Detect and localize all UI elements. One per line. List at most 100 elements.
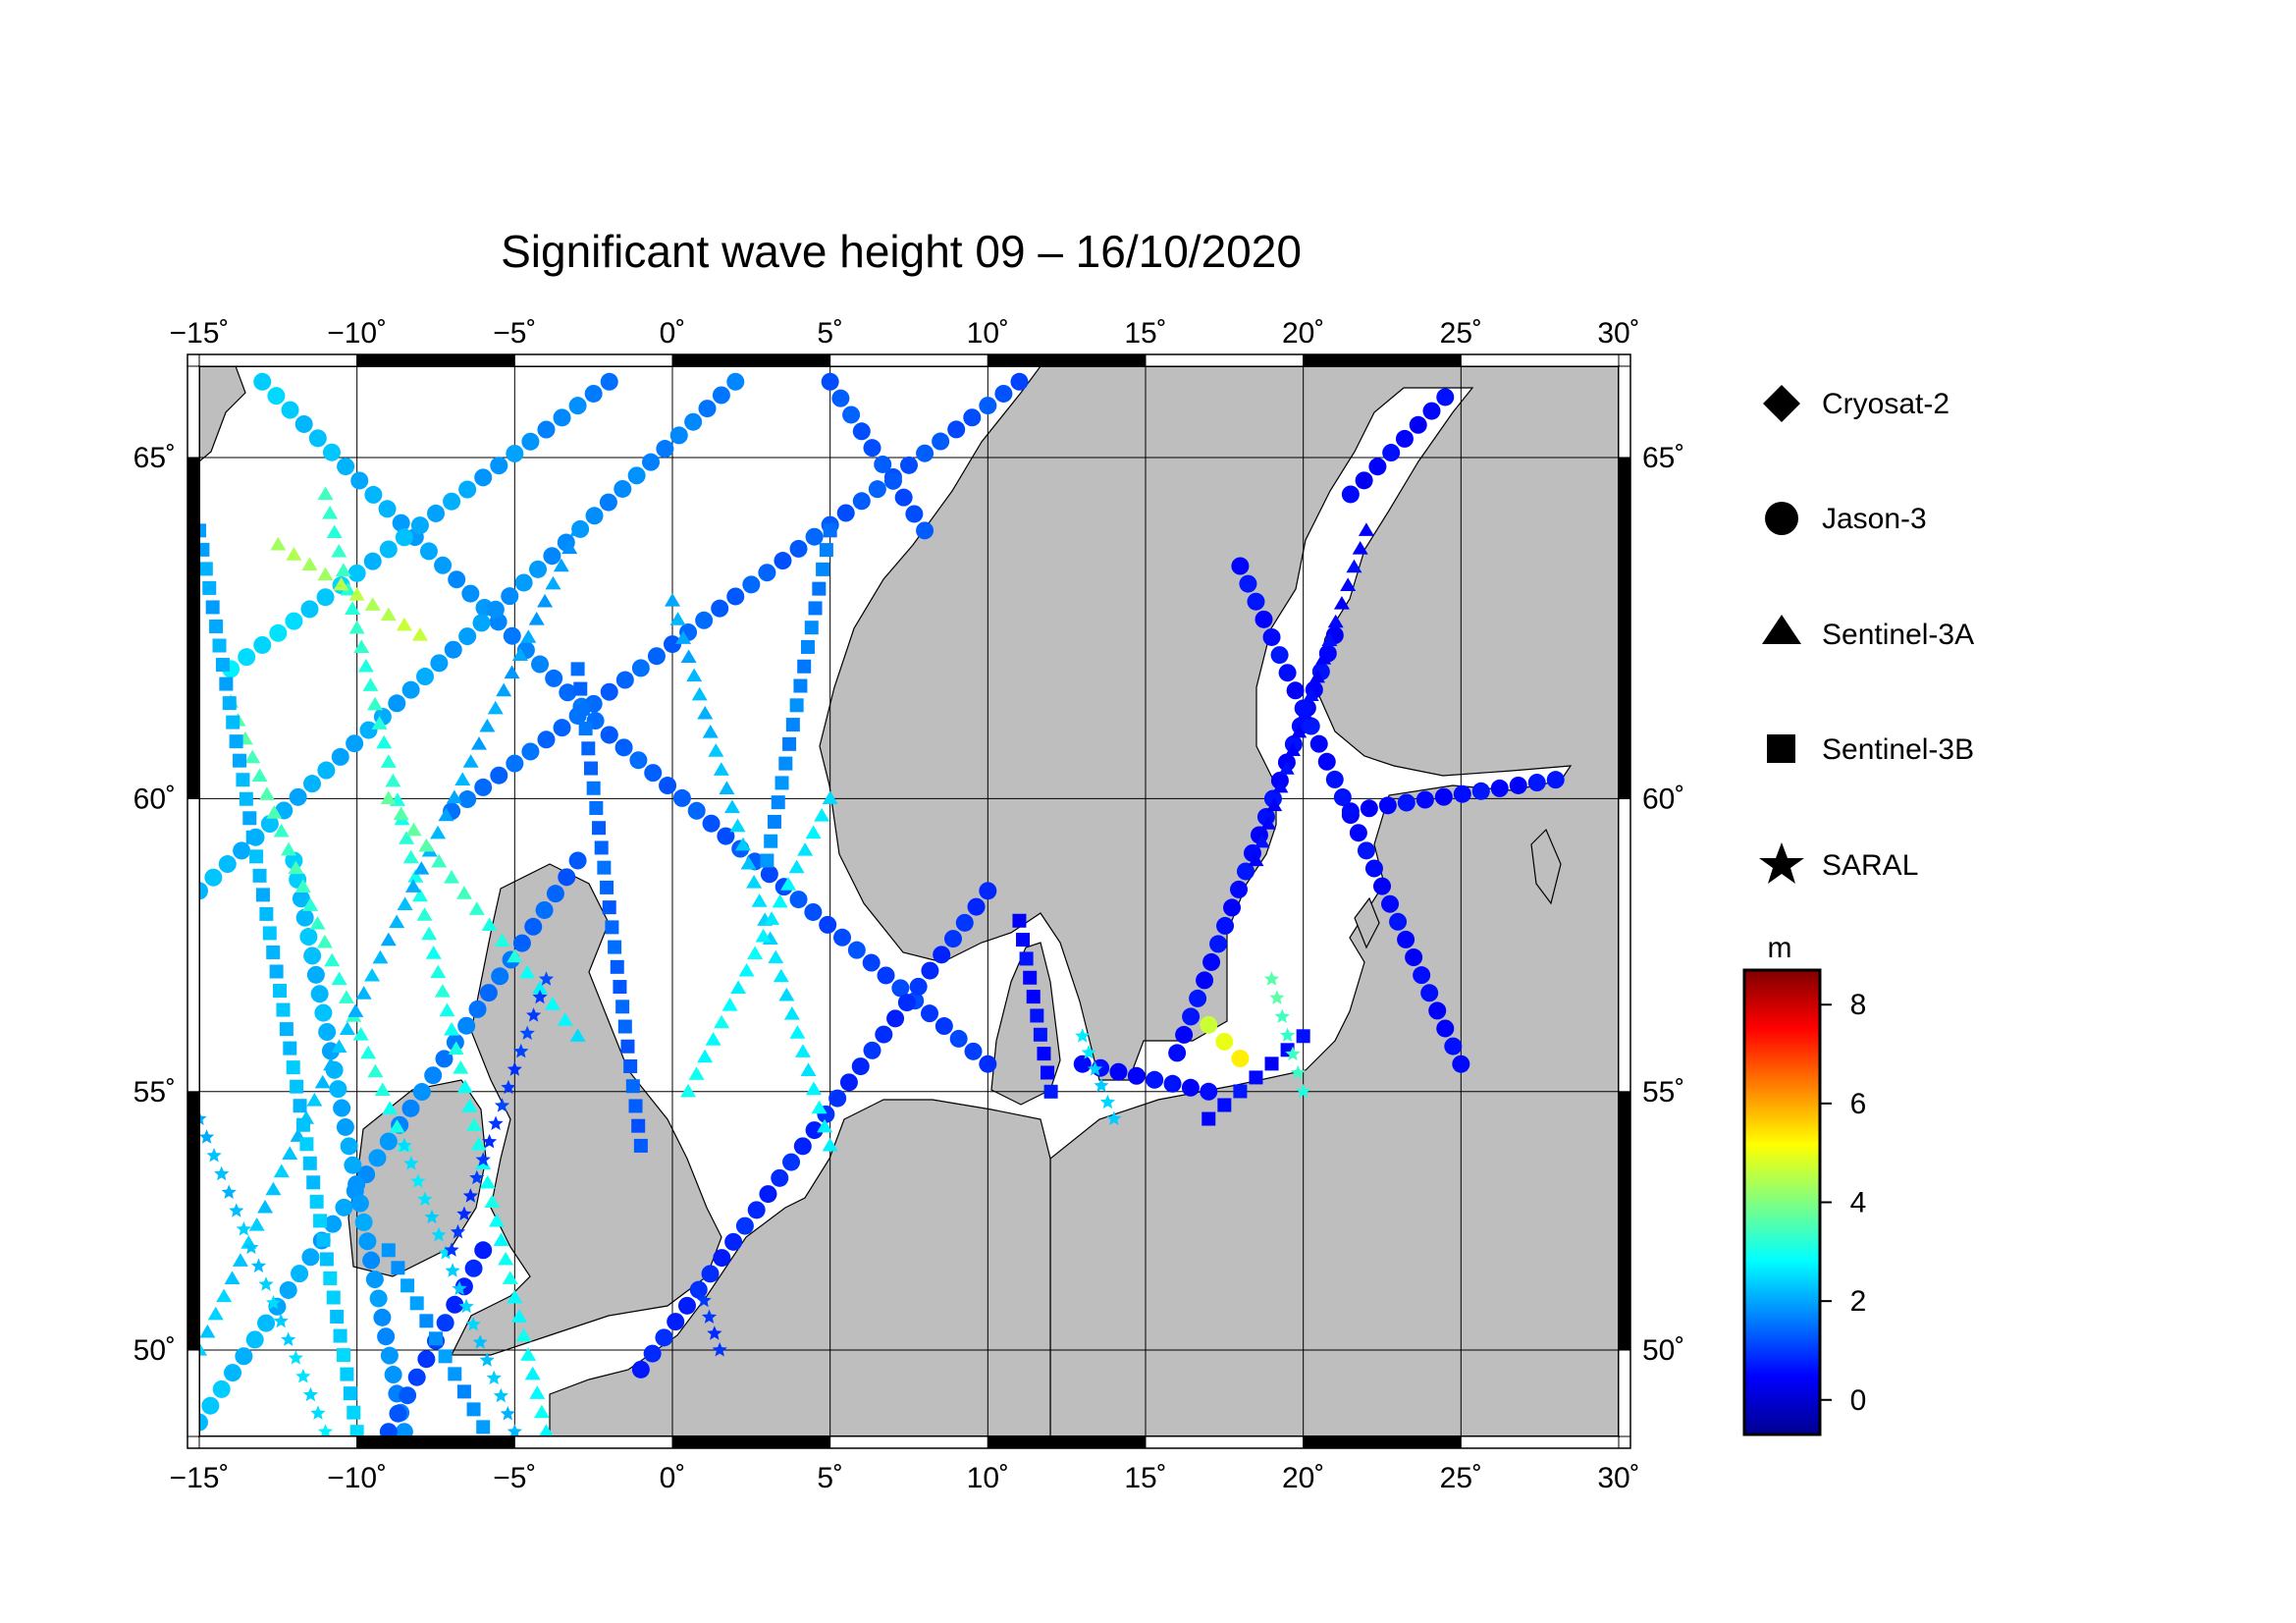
jason-3-point [201, 1396, 220, 1415]
sentinel-3b-point [259, 906, 274, 921]
jason-3-point [521, 432, 540, 451]
jason-3-point [647, 647, 666, 666]
sentinel-3a-point [425, 946, 442, 959]
sentinel-3a-point [339, 1021, 355, 1035]
jason-3-point [212, 1380, 231, 1398]
jason-3-point [949, 1029, 968, 1048]
saral-point [199, 1110, 207, 1125]
frame-segment-bottom [987, 1435, 1147, 1449]
saral-point [295, 1369, 311, 1383]
jason-3-point [842, 406, 861, 424]
jason-3-point [331, 747, 349, 766]
jason-3-point [294, 414, 313, 433]
sentinel-3a-point [544, 997, 561, 1010]
saral-point [513, 1043, 529, 1058]
jason-3-point [199, 882, 208, 900]
sentinel-3b-point [456, 1384, 471, 1399]
sentinel-3a-point [688, 1066, 705, 1080]
sentinel-3a-point [675, 630, 692, 644]
saral-point [236, 1221, 251, 1236]
sentinel-3b-point [764, 834, 778, 848]
saral-point [1290, 1064, 1306, 1080]
jason-3-point [1231, 557, 1250, 575]
jason-3-point [486, 600, 505, 619]
saral-point [538, 971, 555, 986]
sentinel-3b-point [199, 542, 210, 557]
sentinel-3a-point [697, 1049, 714, 1063]
sentinel-3a-point [755, 928, 772, 943]
sentinel-3b-point [1296, 1029, 1310, 1044]
sentinel-3b-point [269, 964, 284, 979]
jason-3-point [933, 946, 951, 964]
sentinel-3a-point [686, 668, 703, 682]
jason-3-point [392, 514, 410, 532]
frame-segment-left [187, 1349, 200, 1437]
sentinel-3a-point [528, 612, 545, 625]
jason-3-point [943, 930, 962, 948]
jason-3-point [897, 994, 916, 1012]
sentinel-3b-point [1217, 1098, 1232, 1112]
jason-3-point [1309, 734, 1328, 753]
sentinel-3a-point [258, 786, 275, 800]
sentinel-3a-point [764, 911, 780, 925]
sentinel-3a-point [537, 593, 554, 608]
jason-3-point [354, 1213, 373, 1231]
jason-3-point [306, 965, 325, 984]
sentinel-3b-point [1041, 1065, 1055, 1080]
sentinel-3a-point [314, 1074, 331, 1089]
jason-3-point [712, 386, 730, 405]
jason-3-point [1389, 912, 1408, 931]
jason-3-point [1202, 952, 1221, 971]
jason-3-point [1436, 1019, 1455, 1038]
sentinel-3a-point [708, 743, 724, 757]
frame-segment-right [1618, 797, 1631, 1093]
jason-3-point [204, 868, 223, 887]
sentinel-3b-point [330, 1310, 345, 1325]
jason-3-point [894, 488, 913, 507]
map-panel: −15˚ −15˚ −10˚ −10˚ −5˚ −5˚ 0˚ 0˚ 5˚ 5˚ 10˚ 10˚ 15˚ 1… [133, 317, 1685, 1494]
jason-3-point [434, 556, 453, 574]
jason-3-point [1434, 787, 1453, 806]
jason-3-point [1215, 1032, 1234, 1051]
jason-3-point [934, 1017, 953, 1036]
jason-3-point [1200, 1082, 1218, 1101]
sentinel-3b-point [1019, 951, 1034, 966]
jason-3-point [401, 1099, 420, 1117]
sentinel-3a-point [1315, 651, 1332, 665]
jason-3-point [529, 560, 548, 578]
jason-3-point [689, 1280, 708, 1299]
sentinel-3b-point [245, 830, 260, 844]
jason-3-point [363, 552, 382, 570]
saral-point [456, 1206, 472, 1220]
legend-item-sentinel-3b: Sentinel-3B [1767, 733, 1974, 766]
sentinel-3b-point [570, 662, 585, 676]
jason-3-point [631, 1360, 650, 1379]
jason-3-point [553, 719, 571, 737]
sentinel-3a-point [479, 718, 496, 732]
sentinel-3a-point [533, 1404, 550, 1419]
jason-3-point [852, 492, 871, 511]
frame-segment-top [987, 353, 1147, 367]
jason-3-point [967, 897, 986, 916]
jason-3-point [793, 1137, 812, 1156]
triangle-icon [1762, 615, 1801, 644]
sentinel-3a-point [362, 677, 379, 691]
colorbar-tick-label: 6 [1850, 1088, 1867, 1120]
sentinel-3a-point [416, 907, 433, 921]
jason-3-point [329, 1080, 347, 1099]
jason-3-point [416, 668, 435, 686]
sentinel-3a-point [421, 926, 438, 941]
frame-segment-top [1145, 353, 1305, 367]
jason-3-point [1413, 966, 1431, 985]
jason-3-point [886, 1009, 905, 1028]
jason-3-point [335, 1198, 353, 1217]
jason-3-point [568, 397, 587, 415]
sentinel-3b-point [429, 1331, 443, 1346]
jason-3-point [253, 372, 272, 391]
sentinel-3a-point [806, 1081, 823, 1096]
sentinel-3a-point [317, 567, 334, 581]
jason-3-point [1109, 1062, 1128, 1081]
jason-3-point [921, 1004, 939, 1023]
sentinel-3a-point [430, 964, 447, 979]
sentinel-3b-point [309, 1194, 324, 1209]
